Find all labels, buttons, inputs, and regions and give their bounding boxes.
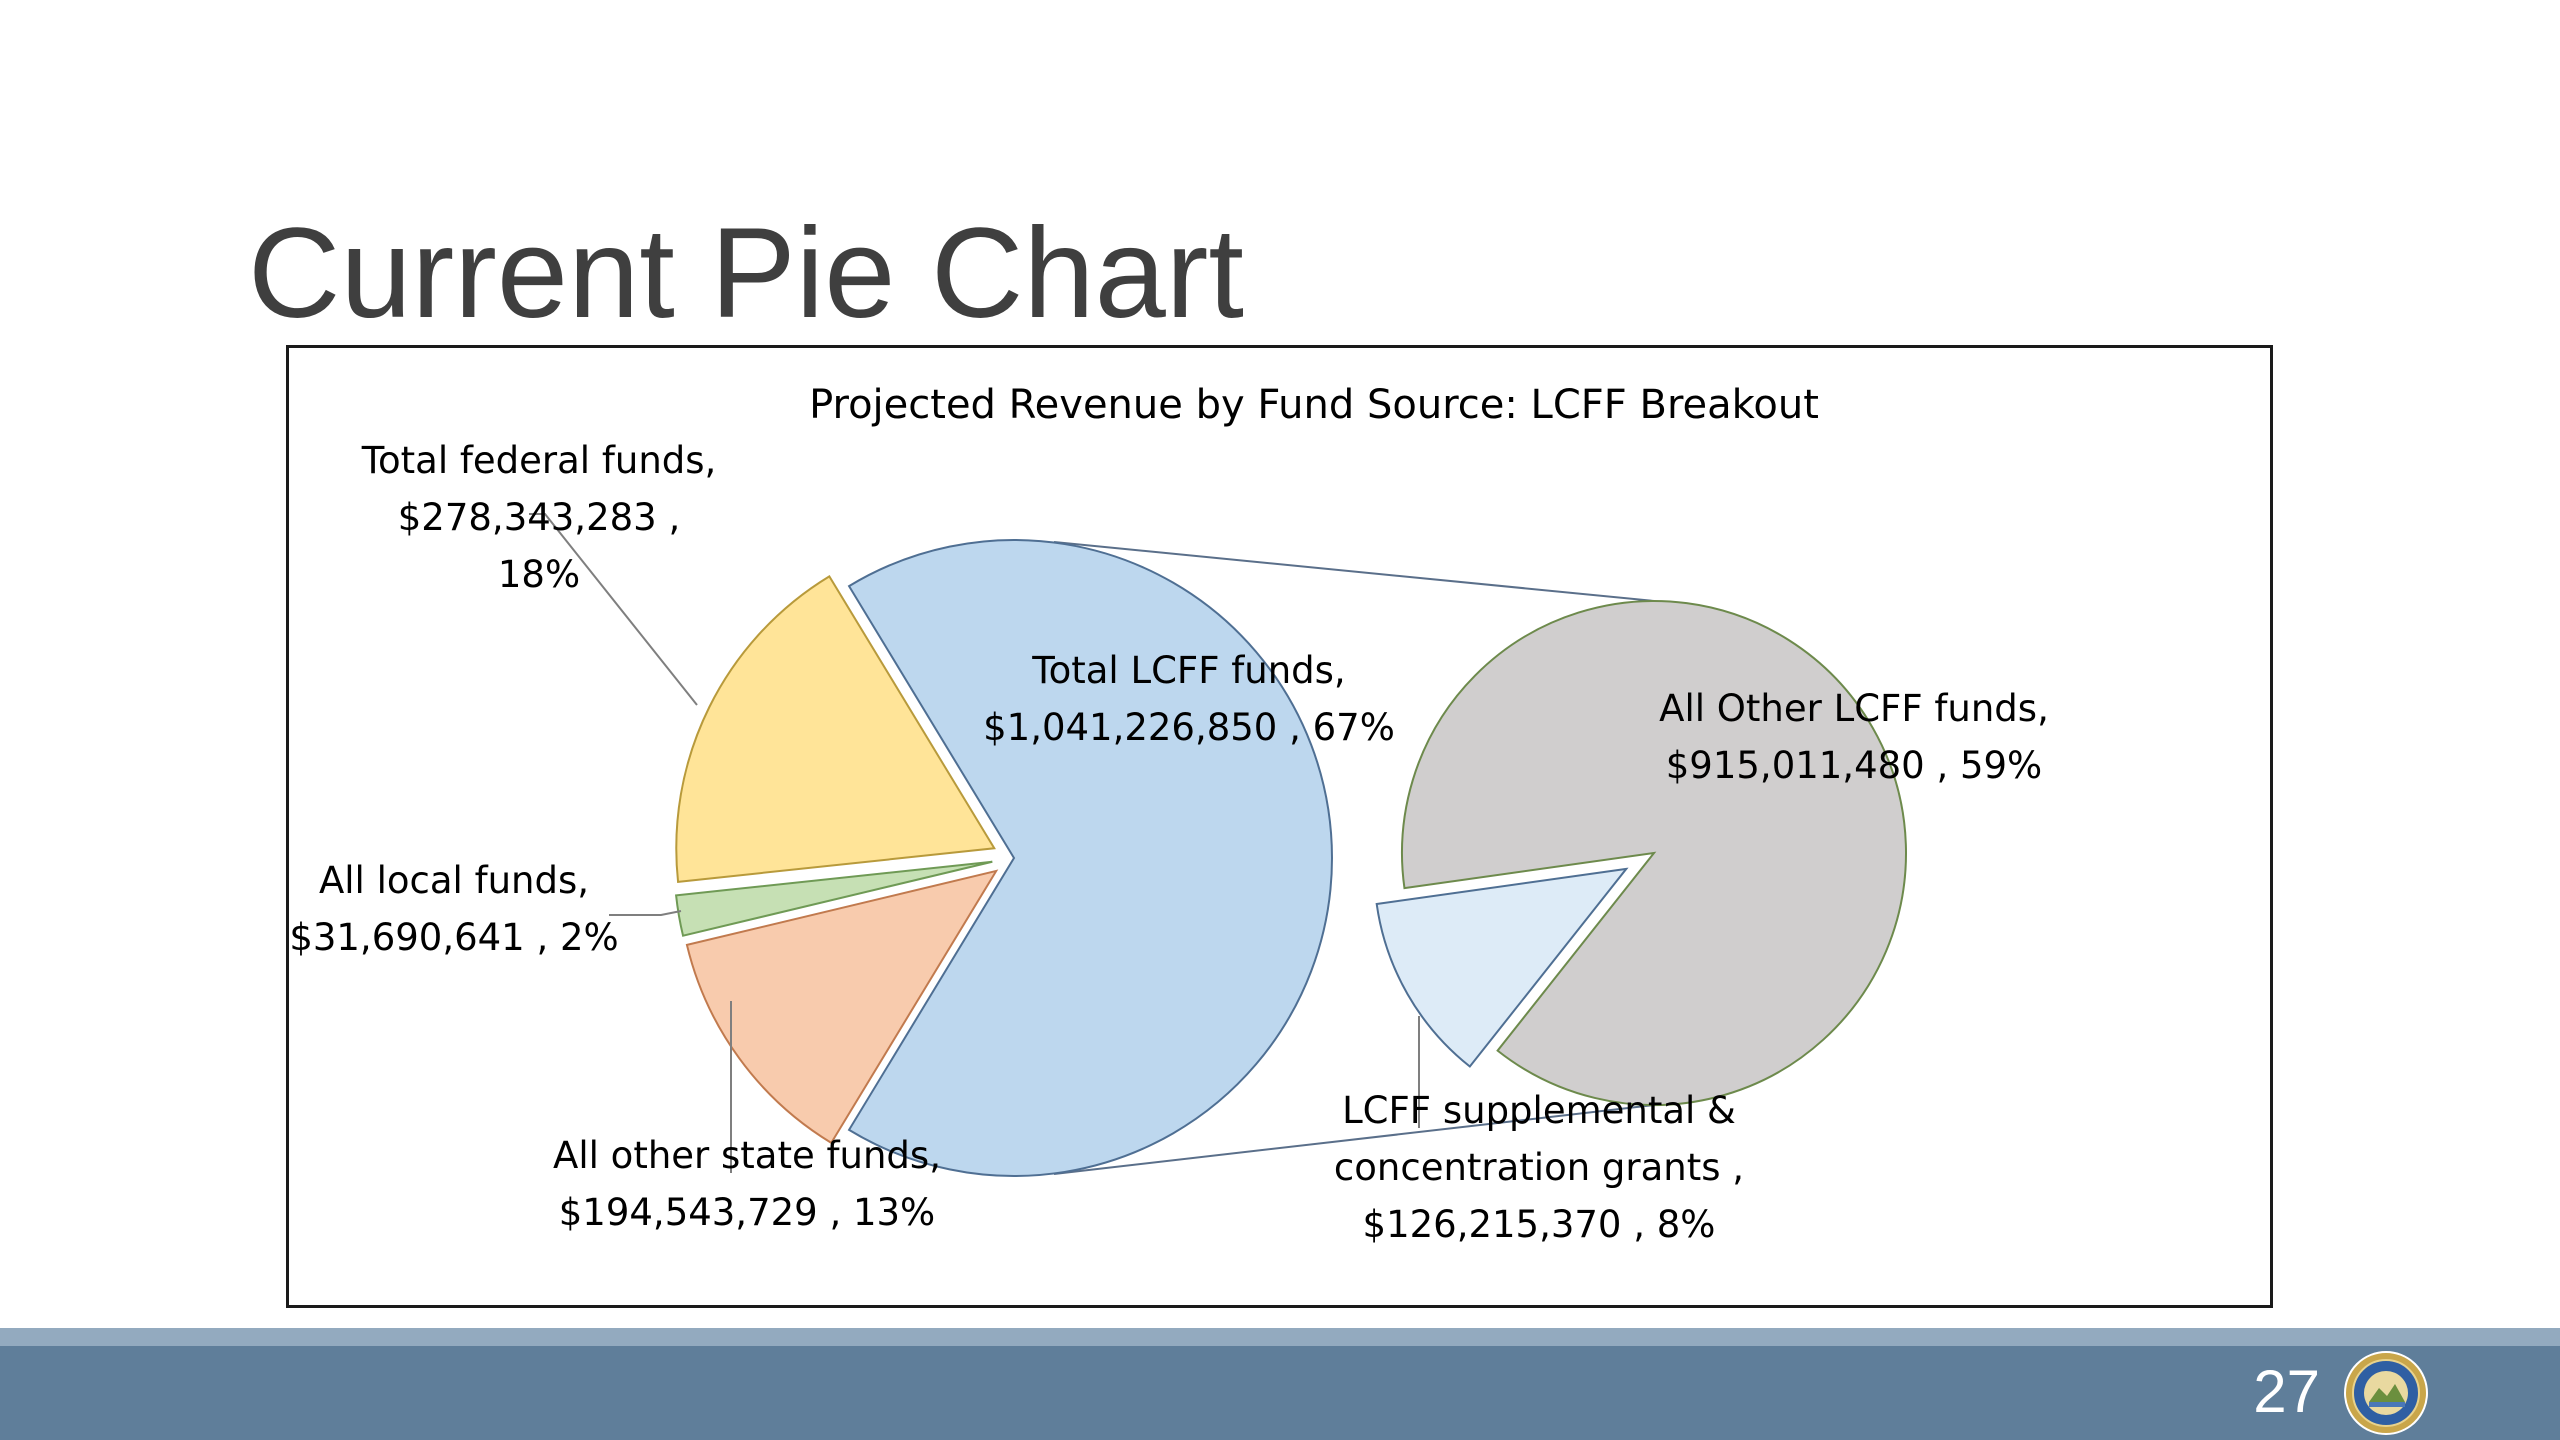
label-all-other-state-funds: All other state funds, $194,543,729 , 13% [553,1134,941,1234]
label-lcff-supplemental: LCFF supplemental & concentration grants … [1334,1089,1744,1246]
footer-bar [0,1328,2560,1440]
chart-frame: Projected Revenue by Fund Source: LCFF B… [286,345,2273,1308]
pie-slice-total-lcff-funds [847,539,1333,1177]
pie-of-pie-chart: Projected Revenue by Fund Source: LCFF B… [289,382,2049,1246]
chart-title: Projected Revenue by Fund Source: LCFF B… [809,382,1819,428]
primary-pie [674,539,1333,1177]
leader-line-local [609,910,682,916]
leader-lines [529,513,1420,1173]
pie-slice-all-other-state-funds [685,869,999,1145]
pie-slice-lcff-supplemental [1375,867,1629,1068]
secondary-pie [1375,600,1907,1106]
leader-line-federal [529,513,698,706]
pie-slice-all-local-funds [674,860,993,937]
slide-title: Current Pie Chart [248,202,1244,345]
label-all-other-lcff-funds: All Other LCFF funds, $915,011,480 , 59% [1659,687,2049,787]
pie-slice-all-other-lcff-funds [1401,600,1907,1106]
pie-connector-lines [1053,541,1655,1175]
pie-slice-total-federal-funds [675,574,996,883]
label-all-local-funds: All local funds, $31,690,641 , 2% [289,859,618,959]
label-total-lcff-funds: Total LCFF funds, $1,041,226,850 , 67% [983,649,1395,749]
state-seal-icon [2344,1351,2428,1435]
page-number: 27 [2253,1358,2320,1425]
connector-line-top [1053,541,1655,602]
label-total-federal-funds: Total federal funds, $278,343,283 , 18% [361,439,717,596]
data-labels: Total LCFF funds, $1,041,226,850 , 67% Tot… [289,439,2049,1246]
footer-stripe [0,1328,2560,1346]
connector-line-bottom [1053,1104,1655,1175]
